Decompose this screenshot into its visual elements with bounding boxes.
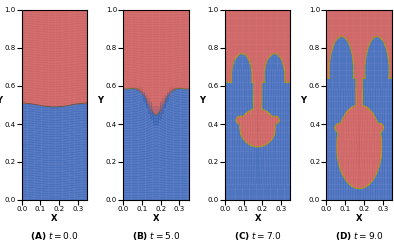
X-axis label: X: X xyxy=(356,214,362,223)
Y-axis label: Y: Y xyxy=(199,96,205,105)
X-axis label: X: X xyxy=(51,214,58,223)
Text: $\mathbf{(A)}$ $\mathit{t} = 0.0$: $\mathbf{(A)}$ $\mathit{t} = 0.0$ xyxy=(30,230,79,242)
Y-axis label: Y: Y xyxy=(0,96,2,105)
Text: $\mathbf{(B)}$ $\mathit{t} = 5.0$: $\mathbf{(B)}$ $\mathit{t} = 5.0$ xyxy=(132,230,180,242)
X-axis label: X: X xyxy=(153,214,159,223)
Y-axis label: Y: Y xyxy=(300,96,307,105)
Text: $\mathbf{(D)}$ $\mathit{t} = 9.0$: $\mathbf{(D)}$ $\mathit{t} = 9.0$ xyxy=(335,230,384,242)
Y-axis label: Y: Y xyxy=(97,96,103,105)
Text: $\mathbf{(C)}$ $\mathit{t} = 7.0$: $\mathbf{(C)}$ $\mathit{t} = 7.0$ xyxy=(234,230,282,242)
X-axis label: X: X xyxy=(255,214,261,223)
